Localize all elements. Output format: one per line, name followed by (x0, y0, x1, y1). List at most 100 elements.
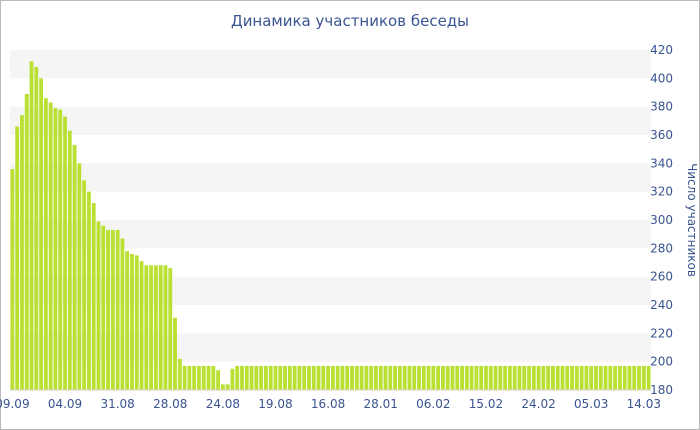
bar[interactable] (302, 365, 307, 390)
bar[interactable] (617, 365, 622, 390)
bar[interactable] (29, 61, 34, 390)
bar[interactable] (240, 365, 244, 390)
bar[interactable] (192, 365, 197, 390)
bar[interactable] (340, 365, 345, 390)
bar[interactable] (608, 365, 613, 390)
bar[interactable] (326, 365, 331, 390)
bar[interactable] (249, 365, 254, 390)
bar[interactable] (115, 229, 120, 390)
bar[interactable] (77, 163, 82, 390)
bar[interactable] (292, 365, 297, 390)
bar[interactable] (369, 365, 374, 390)
bar[interactable] (407, 365, 412, 390)
bar[interactable] (531, 365, 536, 390)
bar[interactable] (297, 365, 302, 390)
bar[interactable] (378, 365, 383, 390)
bar[interactable] (551, 365, 555, 390)
bar[interactable] (584, 365, 589, 390)
bar[interactable] (197, 365, 201, 390)
bar[interactable] (488, 365, 493, 390)
bar[interactable] (412, 365, 417, 390)
bar[interactable] (469, 365, 474, 390)
bar[interactable] (206, 365, 211, 390)
bar[interactable] (479, 365, 484, 390)
bar[interactable] (134, 255, 139, 390)
bar[interactable] (201, 365, 206, 390)
bar[interactable] (436, 365, 441, 390)
bar[interactable] (393, 365, 397, 390)
bar[interactable] (235, 365, 240, 390)
bar[interactable] (426, 365, 431, 390)
bar[interactable] (522, 365, 527, 390)
bar[interactable] (149, 265, 154, 390)
bar[interactable] (431, 365, 436, 390)
bar[interactable] (637, 365, 641, 390)
bar[interactable] (311, 365, 316, 390)
bar[interactable] (417, 365, 421, 390)
bar[interactable] (15, 126, 20, 391)
bar[interactable] (211, 365, 216, 390)
bar[interactable] (307, 365, 311, 390)
bar[interactable] (87, 191, 91, 390)
bar[interactable] (24, 93, 29, 391)
bar[interactable] (39, 78, 44, 390)
bar[interactable] (273, 365, 278, 390)
bar[interactable] (345, 365, 350, 390)
bar[interactable] (177, 358, 182, 390)
bar[interactable] (72, 144, 77, 390)
bar[interactable] (96, 221, 101, 390)
bar[interactable] (130, 254, 134, 390)
bar[interactable] (517, 365, 522, 390)
bar[interactable] (627, 365, 632, 390)
bar[interactable] (441, 365, 445, 390)
bar[interactable] (464, 365, 469, 390)
bar[interactable] (139, 261, 144, 390)
bar[interactable] (445, 365, 450, 390)
bar[interactable] (225, 384, 230, 390)
bar[interactable] (259, 365, 264, 390)
bar[interactable] (244, 365, 249, 390)
bar[interactable] (364, 365, 369, 390)
bar[interactable] (187, 365, 192, 390)
bar[interactable] (641, 365, 646, 390)
bar[interactable] (397, 365, 402, 390)
bar[interactable] (168, 268, 173, 390)
bar[interactable] (254, 365, 259, 390)
bar[interactable] (589, 365, 594, 390)
bar[interactable] (230, 368, 235, 390)
bar[interactable] (34, 67, 39, 390)
bar[interactable] (546, 365, 551, 390)
bar[interactable] (144, 265, 149, 390)
bar[interactable] (43, 98, 48, 391)
bar[interactable] (359, 365, 364, 390)
bar[interactable] (622, 365, 627, 390)
bar[interactable] (450, 365, 455, 390)
bar[interactable] (598, 365, 603, 390)
bar[interactable] (216, 370, 220, 390)
bar[interactable] (321, 365, 326, 390)
bar[interactable] (173, 317, 177, 390)
bar[interactable] (330, 365, 335, 390)
bar[interactable] (555, 365, 560, 390)
bar[interactable] (335, 365, 340, 390)
bar[interactable] (278, 365, 283, 390)
bar[interactable] (82, 180, 87, 390)
bar[interactable] (350, 365, 354, 390)
bar[interactable] (354, 365, 359, 390)
bar[interactable] (565, 365, 570, 390)
bar[interactable] (632, 365, 637, 390)
bar[interactable] (163, 265, 168, 390)
bar[interactable] (120, 238, 125, 390)
bar[interactable] (125, 251, 130, 390)
bar[interactable] (91, 203, 96, 390)
bar[interactable] (493, 365, 498, 390)
bar[interactable] (20, 115, 24, 391)
bar[interactable] (460, 365, 464, 390)
bar[interactable] (541, 365, 546, 390)
bar[interactable] (574, 365, 579, 390)
bar[interactable] (402, 365, 407, 390)
bar[interactable] (474, 365, 479, 390)
bar[interactable] (220, 384, 225, 390)
bar[interactable] (383, 365, 388, 390)
bar[interactable] (63, 116, 67, 390)
